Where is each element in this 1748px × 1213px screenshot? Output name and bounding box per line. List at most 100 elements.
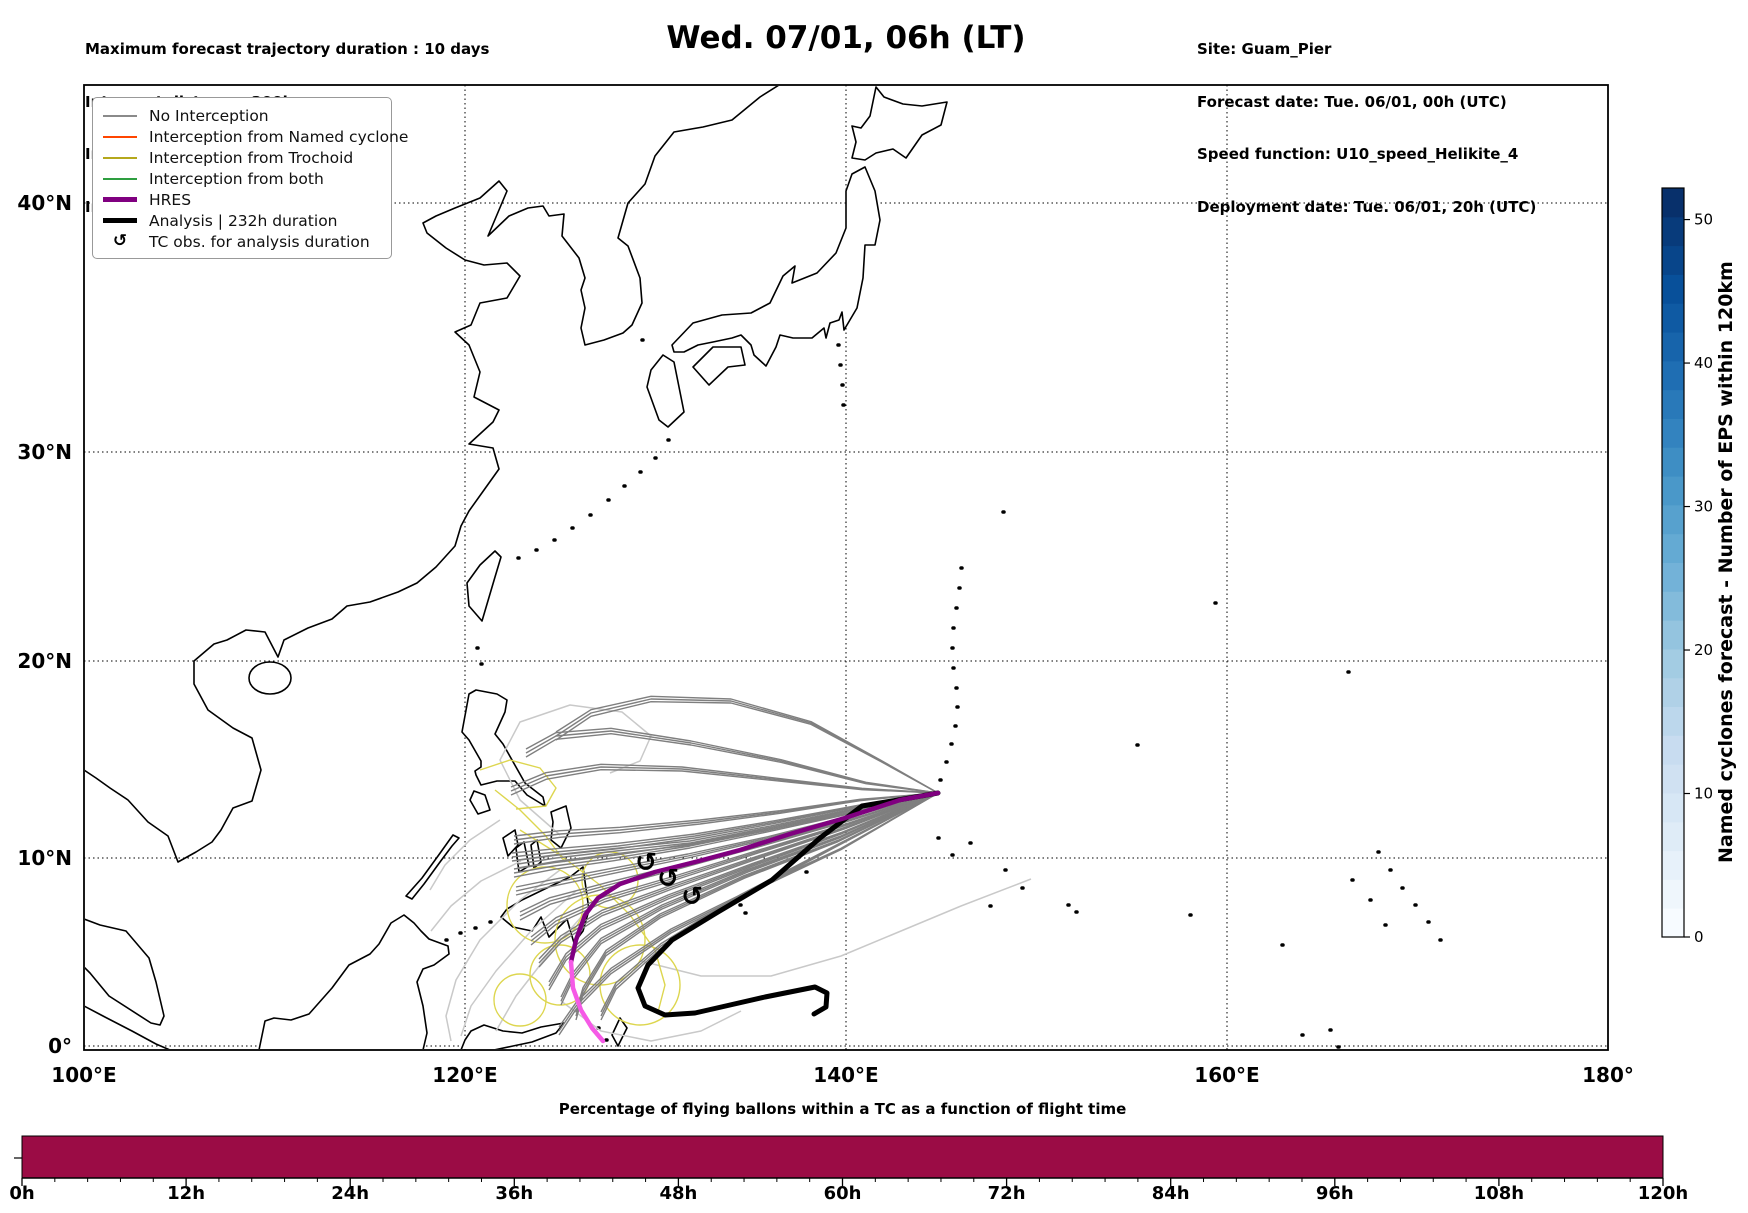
colorbar-step [1662, 245, 1684, 275]
map-frame [83, 84, 1609, 1051]
coast-sulawesi [460, 1022, 565, 1049]
deployment-date-text: Deployment date: Tue. 06/01, 20h (UTC) [1197, 197, 1537, 216]
colorbar-step [1662, 620, 1684, 650]
bottom-x-tick-label: 60h [824, 1183, 862, 1204]
max-duration-text: Maximum forecast trajectory duration : 1… [85, 40, 490, 58]
colorbar-step [1662, 360, 1684, 391]
colorbar-step [1662, 648, 1684, 679]
legend-item-analysis: Analysis | 232h duration [103, 210, 381, 231]
legend-label: HRES [149, 190, 192, 209]
colorbar-step [1662, 562, 1684, 592]
legend-item-named-cyclone: Interception from Named cyclone [103, 126, 408, 147]
lat-tick-label: 40°N [17, 191, 72, 215]
coast-borneo [258, 914, 450, 1049]
colorbar-tick-label: 40 [1694, 354, 1713, 372]
trajectory-light-gray [430, 860, 522, 932]
legend-item-tc-obs: ↺ TC obs. for analysis duration [103, 231, 381, 252]
trajectory-eps-member [510, 763, 939, 794]
coast-honshu [671, 166, 881, 367]
colorbar-step [1662, 879, 1684, 909]
island-dots [444, 338, 1443, 1049]
colorbar-step [1662, 706, 1684, 736]
trajectory-eps-member [558, 792, 939, 1036]
legend-label: No Interception [149, 106, 269, 125]
colorbar-tick-label: 20 [1694, 641, 1713, 659]
trajectory-eps-member [555, 700, 939, 794]
lat-tick-label: 20°N [17, 649, 72, 673]
lat-tick-label: 30°N [17, 440, 72, 464]
colorbar-step [1662, 850, 1684, 880]
bottom-x-tick-label: 48h [659, 1183, 697, 1204]
colorbar-step [1662, 303, 1684, 333]
colorbar: 0 10 20 30 40 50 [1661, 187, 1713, 946]
line-swatch-purple [103, 197, 137, 202]
trajectory-eps-member [575, 792, 939, 1013]
trajectory-eps-member [555, 698, 939, 794]
trajectory-light-gray [460, 890, 577, 1037]
lon-tick-label: 120°E [432, 1063, 497, 1087]
tc-obs-marker-icon: ↺ [681, 882, 703, 912]
coast-palawan [405, 834, 460, 900]
colorbar-step [1662, 677, 1684, 708]
colorbar-tick-label: 50 [1694, 211, 1713, 229]
trajectory-eps-member [575, 792, 939, 1021]
legend-label: Interception from both [149, 169, 324, 188]
hres-track [568, 790, 941, 965]
trajectory-trochoid [479, 759, 557, 810]
colorbar-step [1662, 504, 1684, 535]
bottom-x-tick-label: 12h [167, 1183, 205, 1204]
hres-track-tail [568, 959, 606, 1044]
coast-halmahera [611, 1017, 628, 1047]
trajectory-trochoid-loop [493, 973, 547, 1027]
colorbar-step [1662, 389, 1684, 419]
percentage-bar [21, 1135, 1664, 1179]
colorbar-step [1662, 332, 1684, 362]
colorbar-axis-label: Named cyclones forecast - Number of EPS … [1715, 261, 1737, 864]
lon-tick-label: 100°E [51, 1063, 116, 1087]
legend-label: TC obs. for analysis duration [149, 232, 370, 251]
legend-label: Analysis | 232h duration [149, 211, 338, 230]
line-swatch-black [103, 218, 137, 223]
trajectory-eps-member [513, 792, 939, 845]
coast-sumatra [85, 1005, 170, 1049]
bottom-chart-title: Percentage of flying ballons within a TC… [558, 1100, 1127, 1118]
trajectory-light-gray [495, 905, 592, 1032]
coast-kyushu [646, 354, 685, 428]
colorbar-step [1662, 908, 1684, 938]
coast-asia-mainland [85, 86, 779, 863]
header-right-info: Site: Guam_Pier Forecast date: Tue. 06/0… [1197, 6, 1536, 234]
tc-obs-marker-icon: ↺ [635, 848, 657, 878]
lat-tick-label: 0° [48, 1034, 72, 1058]
trajectory-eps-member [519, 792, 939, 921]
colorbar-tick-label: 10 [1694, 785, 1713, 803]
tc-obs-marker-icon: ↺ [657, 864, 679, 894]
bottom-x-tick-label: 120h [1638, 1183, 1688, 1204]
trajectory-eps-member [600, 792, 939, 1013]
axis-tick-labels: 40°N 30°N 20°N 10°N 0° 100°E 120°E 140°E 160°E 18… [17, 191, 1633, 1087]
coast-mindoro [469, 790, 491, 815]
colorbar-step [1662, 274, 1684, 304]
trajectory-eps-member [525, 727, 939, 794]
coast-hainan [248, 661, 292, 695]
colorbar-step [1662, 821, 1684, 852]
trajectory-eps-member [548, 792, 939, 983]
speed-function-text: Speed function: U10_speed_Helikite_4 [1197, 145, 1519, 163]
line-swatch-gray [103, 114, 137, 117]
bottom-x-tick-label: 36h [495, 1183, 533, 1204]
bottom-bar-chart: 0h 12h 24h 36h 48h 60h 72h 84h 96h 108h 120h [9, 1135, 1688, 1204]
legend-label: Interception from Named cyclone [149, 127, 409, 146]
trajectory-layer: ↺↺↺ [429, 695, 1032, 1044]
coast-samar-leyte [550, 805, 572, 849]
trajectory-light-gray [640, 878, 1032, 977]
legend-item-no-interception: No Interception [103, 105, 381, 126]
coast-luzon [461, 689, 546, 807]
colorbar-tick-label: 30 [1694, 498, 1713, 516]
lon-tick-label: 180° [1582, 1063, 1634, 1087]
tc-cyclone-icon: ↺ [112, 231, 128, 251]
colorbar-tick-label: 0 [1694, 928, 1704, 946]
analysis-track [635, 790, 941, 1018]
legend-item-both: Interception from both [103, 168, 381, 189]
bottom-x-tick-label: 96h [1316, 1183, 1354, 1204]
colorbar-step [1662, 418, 1684, 448]
